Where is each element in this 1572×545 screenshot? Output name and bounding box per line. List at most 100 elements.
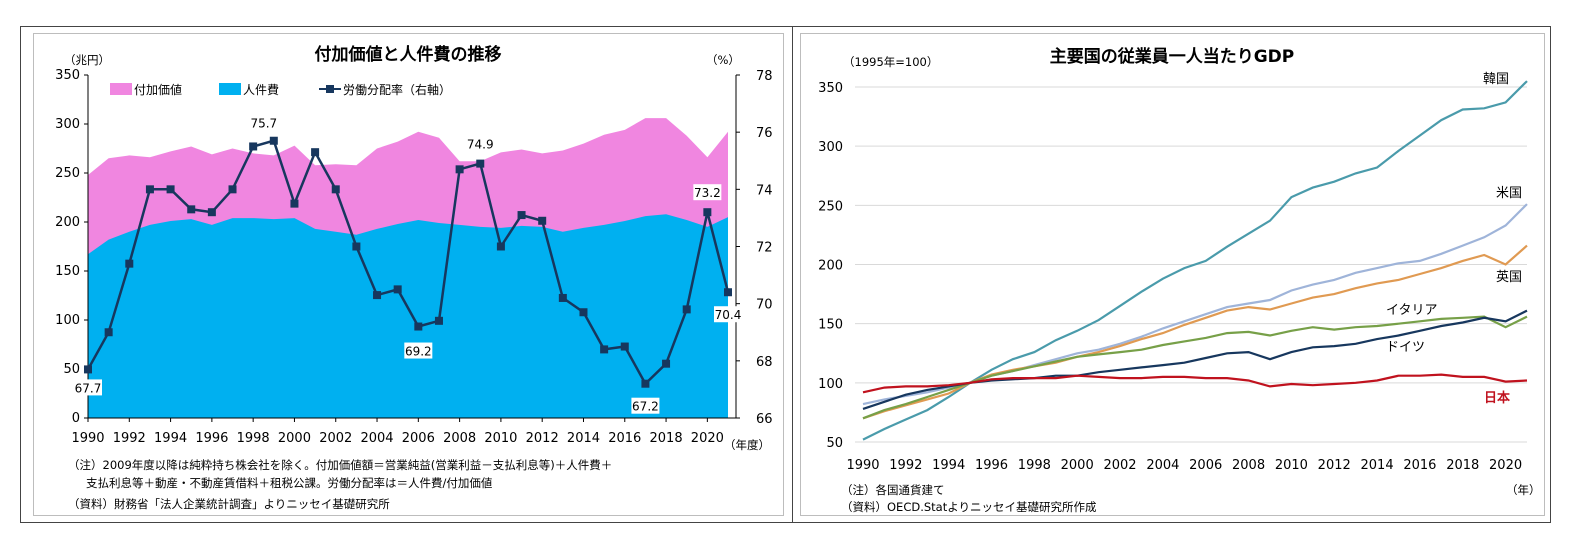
labor-share-point xyxy=(311,148,320,157)
annotation-label: 75.7 xyxy=(250,117,277,131)
left-y-tick-label: 300 xyxy=(55,117,80,132)
right-x-tick-label: 2010 xyxy=(1275,458,1308,473)
left-y-tick-label: 100 xyxy=(55,313,80,328)
left-y-tick-label: 250 xyxy=(55,166,80,181)
left-legend: 付加価値 人件費 労働分配率（右軸） xyxy=(110,82,451,97)
right-x-tick-label: 1990 xyxy=(846,458,879,473)
left-chart-title: 付加価値と人件費の推移 xyxy=(315,44,502,65)
labor-share-point xyxy=(414,322,423,331)
annotation-label: 70.4 xyxy=(715,308,742,322)
right-x-tick-label: 2016 xyxy=(1403,458,1436,473)
left-x-tick-label: 2008 xyxy=(443,431,476,446)
labor-share-point xyxy=(269,136,278,145)
series-line-5 xyxy=(862,373,1528,394)
right-y-tick-label: 100 xyxy=(818,377,843,392)
right-note-line: （注）各国通貨建て xyxy=(841,483,945,497)
labor-share-point xyxy=(641,379,650,388)
right-x-tick-label: 2006 xyxy=(1189,458,1222,473)
left-x-tick-label: 2018 xyxy=(650,431,683,446)
right-y-tick-label: 68 xyxy=(756,355,773,370)
right-y-tick-label: 350 xyxy=(818,81,843,96)
left-y-tick-label: 0 xyxy=(72,411,80,426)
annotation-box xyxy=(404,342,433,359)
right-x-unit: （年） xyxy=(1506,483,1541,497)
series-label-italy: イタリア xyxy=(1386,303,1437,318)
series-line-4 xyxy=(862,309,1528,410)
right-x-tick-label: 1998 xyxy=(1018,458,1051,473)
annotation-box xyxy=(74,379,102,396)
left-note-line-1: （注）2009年度以降は純粋持ち株会社を除く。付加価値額＝営業純益(営業利益－支… xyxy=(68,458,612,472)
left-x-tick-label: 2016 xyxy=(608,431,641,446)
left-x-unit: （年度） xyxy=(724,438,770,452)
series-line-3 xyxy=(862,315,1528,420)
annotation-box xyxy=(466,135,495,152)
legend-label-labor-cost: 人件費 xyxy=(243,82,279,97)
labor-share-point xyxy=(393,285,402,294)
left-note-line-2: 支払利息等＋動産・不動産賃借料＋租税公課。労働分配率は＝人件費/付加価値 xyxy=(86,476,493,490)
legend-swatch-labor-cost xyxy=(219,83,241,95)
right-y-tick-label: 78 xyxy=(756,69,773,84)
left-area-layer xyxy=(88,118,728,418)
series-line-2 xyxy=(862,244,1528,420)
right-y-tick-label: 250 xyxy=(818,199,843,214)
labor-share-point xyxy=(373,291,382,300)
legend-label-value-added: 付加価値 xyxy=(134,82,182,97)
right-y-tick-label: 66 xyxy=(756,412,773,427)
right-y-tick-label: 150 xyxy=(818,318,843,333)
labor-share-point xyxy=(496,242,505,251)
right-line-layer xyxy=(862,80,1528,441)
series-label-japan: 日本 xyxy=(1484,390,1510,406)
labor-share-point xyxy=(84,365,92,374)
left-x-tick-label: 2000 xyxy=(278,431,311,446)
labor-share-point xyxy=(290,199,299,208)
right-y-tick-label: 74 xyxy=(756,183,773,198)
annotation-label: 69.2 xyxy=(405,345,432,359)
labor-share-point xyxy=(434,316,443,325)
labor-share-point xyxy=(476,159,485,168)
labor-share-point xyxy=(682,305,691,314)
left-x-tick-label: 1994 xyxy=(154,431,187,446)
left-y-tick-label: 350 xyxy=(55,68,80,83)
right-x-tick-label: 2018 xyxy=(1446,458,1479,473)
right-x-tick-label: 2020 xyxy=(1489,458,1522,473)
left-source-line: （資料）財務省「法人企業統計調査」よりニッセイ基礎研究所 xyxy=(68,497,390,511)
labor-share-point xyxy=(538,216,547,225)
annotation-box xyxy=(693,184,722,201)
labor-share-point xyxy=(145,185,154,194)
left-y-tick-label: 50 xyxy=(63,362,80,377)
annotation-label: 67.7 xyxy=(75,381,102,395)
right-x-tick-label: 2004 xyxy=(1146,458,1179,473)
labor-share-point xyxy=(207,208,216,217)
annotation-label: 74.9 xyxy=(467,138,494,152)
left-x-tick-label: 1992 xyxy=(113,431,146,446)
left-y-tick-label: 150 xyxy=(55,264,80,279)
legend-label-labor-share: 労働分配率（右軸） xyxy=(343,82,451,97)
annotation-box xyxy=(249,114,278,131)
legend-swatch-value-added xyxy=(110,83,132,95)
labor-share-point xyxy=(352,242,361,251)
right-x-tick-label: 2000 xyxy=(1061,458,1094,473)
annotation-box xyxy=(714,306,742,323)
right-source-line: （資料）OECD.Statよりニッセイ基礎研究所作成 xyxy=(841,500,1097,514)
left-x-tick-label: 2006 xyxy=(402,431,435,446)
annotation-label: 67.2 xyxy=(632,400,659,414)
right-chart-title: 主要国の従業員一人当たりGDP xyxy=(1050,46,1295,67)
labor-share-point xyxy=(517,211,526,220)
left-x-tick-label: 2002 xyxy=(319,431,352,446)
right-y-tick-label: 76 xyxy=(756,126,773,141)
left-line-layer xyxy=(84,136,732,388)
right-x-tick-label: 1992 xyxy=(889,458,922,473)
labor-share-point xyxy=(331,185,340,194)
labor-share-point xyxy=(558,293,567,302)
right-x-tick-label: 2008 xyxy=(1232,458,1265,473)
series-label-korea: 韓国 xyxy=(1483,72,1509,87)
right-x-tick-label: 2012 xyxy=(1318,458,1351,473)
labor-share-point xyxy=(662,359,671,368)
series-label-germany: ドイツ xyxy=(1386,340,1425,355)
right-axes: 50 100 150 200 250 300 350 1990 1992 1994 1996 1998… xyxy=(818,81,1522,473)
left-right-unit: （%） xyxy=(706,53,740,67)
left-axes: 0 50 100 150 200 250 300 350 66 68 70 72 74 76 78 1990 1… xyxy=(55,68,772,446)
left-y-unit: （兆円） xyxy=(64,53,110,67)
panel-divider xyxy=(792,26,793,523)
